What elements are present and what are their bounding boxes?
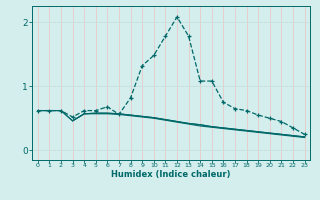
X-axis label: Humidex (Indice chaleur): Humidex (Indice chaleur) bbox=[111, 170, 231, 179]
